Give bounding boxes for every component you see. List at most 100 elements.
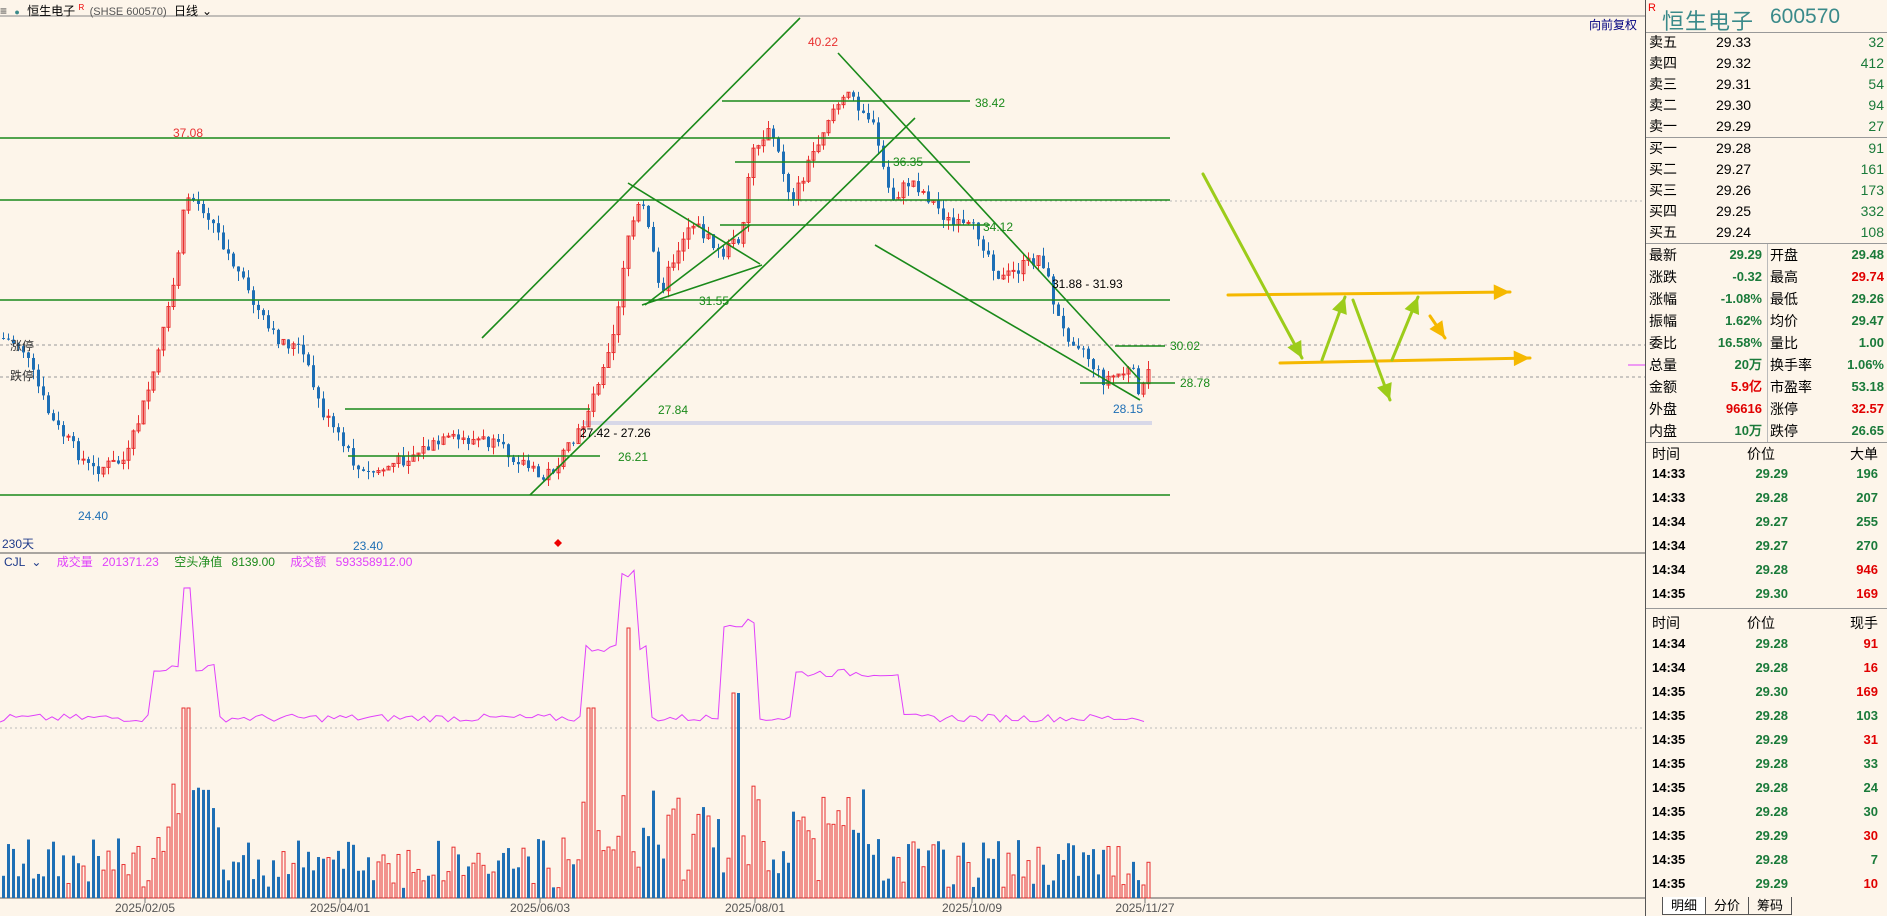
volume-bar (416, 868, 421, 899)
order-book-row[interactable]: 卖三 29.31 54 (1646, 74, 1887, 95)
volume-bar (931, 844, 936, 899)
order-book-row[interactable]: 买二 29.27 161 (1646, 159, 1887, 180)
volume-bar (476, 852, 481, 899)
volume-bar (227, 880, 230, 898)
kline-chart-area[interactable]: 40.22 38.42 37.08 36.35 34.12 31.88 - 31.93 31… (0, 0, 1645, 916)
candle-body (531, 465, 536, 469)
volume-bar (217, 827, 220, 898)
tick-time: 14:35 (1652, 804, 1686, 819)
volume-bar (586, 707, 591, 899)
tick-row[interactable]: 14:35 29.28 24 (1646, 776, 1887, 800)
volume-bar (746, 864, 751, 899)
volume-bar (1102, 849, 1105, 898)
tick-row[interactable]: 14:34 29.27 255 (1646, 510, 1887, 534)
tick-row[interactable]: 14:33 29.28 207 (1646, 486, 1887, 510)
tick-row[interactable]: 14:35 29.30 169 (1646, 582, 1887, 606)
col-time: 时间 (1652, 615, 1680, 631)
tick-volume: 16 (1863, 660, 1878, 675)
menu-icon[interactable]: ≡ (0, 4, 8, 18)
order-book-row[interactable]: 卖一 29.29 27 (1646, 116, 1887, 137)
volume-bar (161, 850, 166, 899)
candle-body (676, 250, 681, 264)
projection-arrow-green (1201, 172, 1304, 360)
candle-body (1062, 315, 1065, 329)
short-value: 8139.00 (231, 555, 275, 569)
candle-body (907, 182, 910, 187)
projection-arrow-green (1351, 298, 1392, 402)
tick-volume: 207 (1856, 490, 1878, 505)
volume-bar (877, 839, 880, 898)
candle-body (731, 238, 736, 245)
quote-row: 涨跌 -0.32 最高 29.74 (1646, 266, 1887, 288)
price-label: 23.40 (353, 539, 383, 553)
period-selector[interactable]: 日线 ⌄ (174, 4, 216, 18)
volume-bar (62, 855, 65, 898)
volume-bar (502, 852, 505, 898)
candle-body (606, 352, 611, 368)
candle-body (186, 197, 191, 211)
candle-body (457, 434, 460, 440)
order-book-row[interactable]: 卖二 29.30 94 (1646, 95, 1887, 116)
tick-row[interactable]: 14:34 29.27 270 (1646, 534, 1887, 558)
volume-bar (22, 863, 25, 898)
candle-body (1032, 258, 1035, 266)
turnover-item: 成交额 593358912.00 (290, 555, 418, 569)
divider (1767, 244, 1768, 442)
candle-body (706, 233, 711, 239)
volume-bar (1042, 864, 1045, 898)
candle-body (537, 466, 540, 478)
candle-body (992, 254, 995, 271)
volume-bar (391, 882, 396, 899)
tick-price: 29.28 (1755, 804, 1788, 819)
candle-body (17, 343, 20, 347)
tab-chips[interactable]: 筹码 (1748, 897, 1793, 915)
volume-bar (307, 851, 310, 898)
col-price: 价位 (1747, 615, 1775, 631)
volume-bar (761, 841, 766, 899)
order-book-row[interactable]: 买三 29.26 173 (1646, 180, 1887, 201)
order-book-row[interactable]: 买一 29.28 91 (1646, 138, 1887, 159)
restore-mode-button[interactable]: 向前复权 (1588, 18, 1637, 32)
tick-row[interactable]: 14:35 29.29 30 (1646, 824, 1887, 848)
tick-row[interactable]: 14:34 29.28 16 (1646, 656, 1887, 680)
indicator-selector[interactable]: CJL ⌄ (4, 555, 47, 569)
order-book-row[interactable]: 卖四 29.32 412 (1646, 53, 1887, 74)
volume-bar (521, 847, 526, 899)
level-price: 29.28 (1716, 140, 1752, 156)
tick-row[interactable]: 14:34 29.28 91 (1646, 632, 1887, 656)
order-book-row[interactable]: 买四 29.25 332 (1646, 201, 1887, 222)
candle-body (1116, 373, 1121, 377)
tab-price[interactable]: 分价 (1705, 897, 1750, 915)
tick-row[interactable]: 14:35 29.30 169 (1646, 680, 1887, 704)
candle-body (952, 217, 955, 225)
trend-line (481, 17, 801, 339)
turnover-value: 593358912.00 (335, 555, 413, 569)
tick-row[interactable]: 14:35 29.28 30 (1646, 800, 1887, 824)
candle-body (1077, 345, 1080, 349)
quote-label: 内盘 (1649, 423, 1677, 439)
volume-bar (552, 887, 555, 898)
candle-body (471, 438, 476, 445)
col-time: 时间 (1652, 446, 1680, 462)
candle-body (942, 208, 945, 220)
volume-bar (657, 844, 660, 898)
tick-price: 29.30 (1755, 586, 1788, 601)
trend-line (837, 52, 1141, 381)
tick-row[interactable]: 14:35 29.28 33 (1646, 752, 1887, 776)
order-book-row[interactable]: 买五 29.24 108 (1646, 222, 1887, 243)
candle-body (257, 304, 260, 311)
volume-bar (982, 842, 985, 898)
order-book-row[interactable]: 卖五 29.33 32 (1646, 32, 1887, 53)
tab-detail[interactable]: 明细 (1662, 897, 1707, 915)
tick-row[interactable]: 14:35 29.29 31 (1646, 728, 1887, 752)
tick-row[interactable]: 14:35 29.28 103 (1646, 704, 1887, 728)
tick-time: 14:35 (1652, 828, 1686, 843)
volume-bar (1072, 845, 1075, 898)
tick-row[interactable]: 14:34 29.28 946 (1646, 558, 1887, 582)
candle-body (117, 460, 120, 464)
kline-chart-svg[interactable]: 40.22 38.42 37.08 36.35 34.12 31.88 - 31.93 31… (0, 0, 1645, 916)
volume-bar (312, 870, 315, 898)
tick-row[interactable]: 14:33 29.29 196 (1646, 462, 1887, 486)
tick-row[interactable]: 14:35 29.28 7 (1646, 848, 1887, 872)
tick-row[interactable]: 14:35 29.29 10 (1646, 872, 1887, 896)
